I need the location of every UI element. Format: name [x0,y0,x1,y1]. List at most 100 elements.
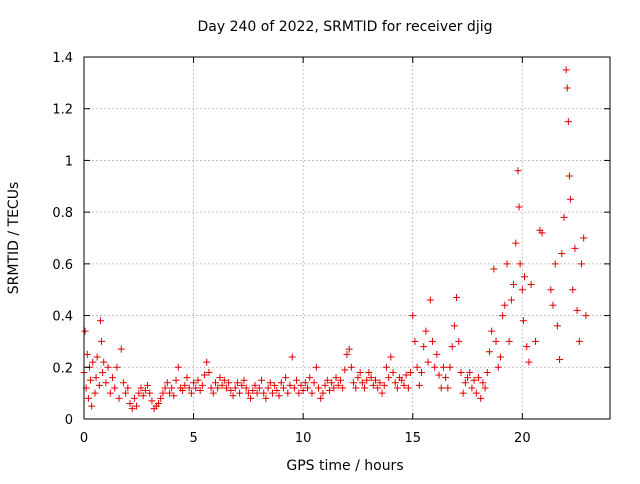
data-point [582,312,590,320]
data-point [83,350,91,358]
y-tick-label: 0.8 [52,206,73,221]
data-point [398,376,406,384]
data-point [472,389,480,397]
data-point [439,363,447,371]
data-point [571,244,579,252]
data-point [354,374,362,382]
data-point [459,389,467,397]
data-point [225,379,233,387]
plot-frame [83,56,611,420]
data-point [415,381,423,389]
data-point [262,394,270,402]
data-point [201,371,209,379]
data-point [413,363,421,371]
data-point [446,363,454,371]
data-point [347,363,355,371]
data-point [231,384,239,392]
data-point [222,384,230,392]
data-point [455,337,463,345]
data-point [448,343,456,351]
data-point [155,399,163,407]
data-point [499,312,507,320]
data-point [437,384,445,392]
data-point [227,387,235,395]
data-point [444,384,452,392]
data-point [130,394,138,402]
data-point [312,363,320,371]
data-point [258,376,266,384]
data-point [216,374,224,382]
data-point [115,394,123,402]
data-point [165,389,173,397]
data-point [288,353,296,361]
x-axis-label: GPS time / hours [286,458,403,474]
data-point [363,376,371,384]
data-point [361,384,369,392]
data-point [422,327,430,335]
grid [84,57,610,419]
data-point [352,384,360,392]
data-point [117,345,125,353]
data-point [485,348,493,356]
data-points [80,66,590,413]
data-point [91,389,99,397]
data-point [293,376,301,384]
data-point [575,337,583,345]
data-point [332,374,340,382]
data-point [273,387,281,395]
data-point [450,322,458,330]
data-point [365,368,373,376]
data-point [95,381,103,389]
data-point [168,384,176,392]
data-point [418,368,426,376]
data-point [282,374,290,382]
data-point [194,376,202,384]
data-point [84,394,92,402]
data-point [481,384,489,392]
data-point [111,384,119,392]
data-point [220,376,228,384]
data-point [93,353,101,361]
data-point [328,379,336,387]
data-point [424,358,432,366]
data-point [308,389,316,397]
data-point [551,260,559,268]
data-point [163,379,171,387]
y-tick-label: 1.4 [52,51,73,66]
data-point [523,343,531,351]
data-point [87,376,95,384]
data-point [299,387,307,395]
data-point [514,167,522,175]
data-point [113,363,121,371]
data-point [490,265,498,273]
data-point [205,368,213,376]
data-point [218,381,226,389]
data-point [92,374,100,382]
data-point [527,281,535,289]
data-point [553,322,561,330]
data-point [319,389,327,397]
data-point [315,384,323,392]
data-point [556,356,564,364]
data-point [400,381,408,389]
data-point [240,376,248,384]
data-point [330,384,338,392]
data-point [253,389,261,397]
data-point [96,317,104,325]
data-point [192,384,200,392]
data-point [146,389,154,397]
data-point [479,379,487,387]
data-point [249,387,257,395]
data-point [108,374,116,382]
data-point [126,399,134,407]
y-tick-label: 1 [65,154,73,169]
data-point [488,327,496,335]
data-point [139,392,147,400]
data-point [387,353,395,361]
data-point [148,397,156,405]
data-point [122,389,130,397]
data-point [279,384,287,392]
data-point [295,389,303,397]
data-point [187,389,195,397]
